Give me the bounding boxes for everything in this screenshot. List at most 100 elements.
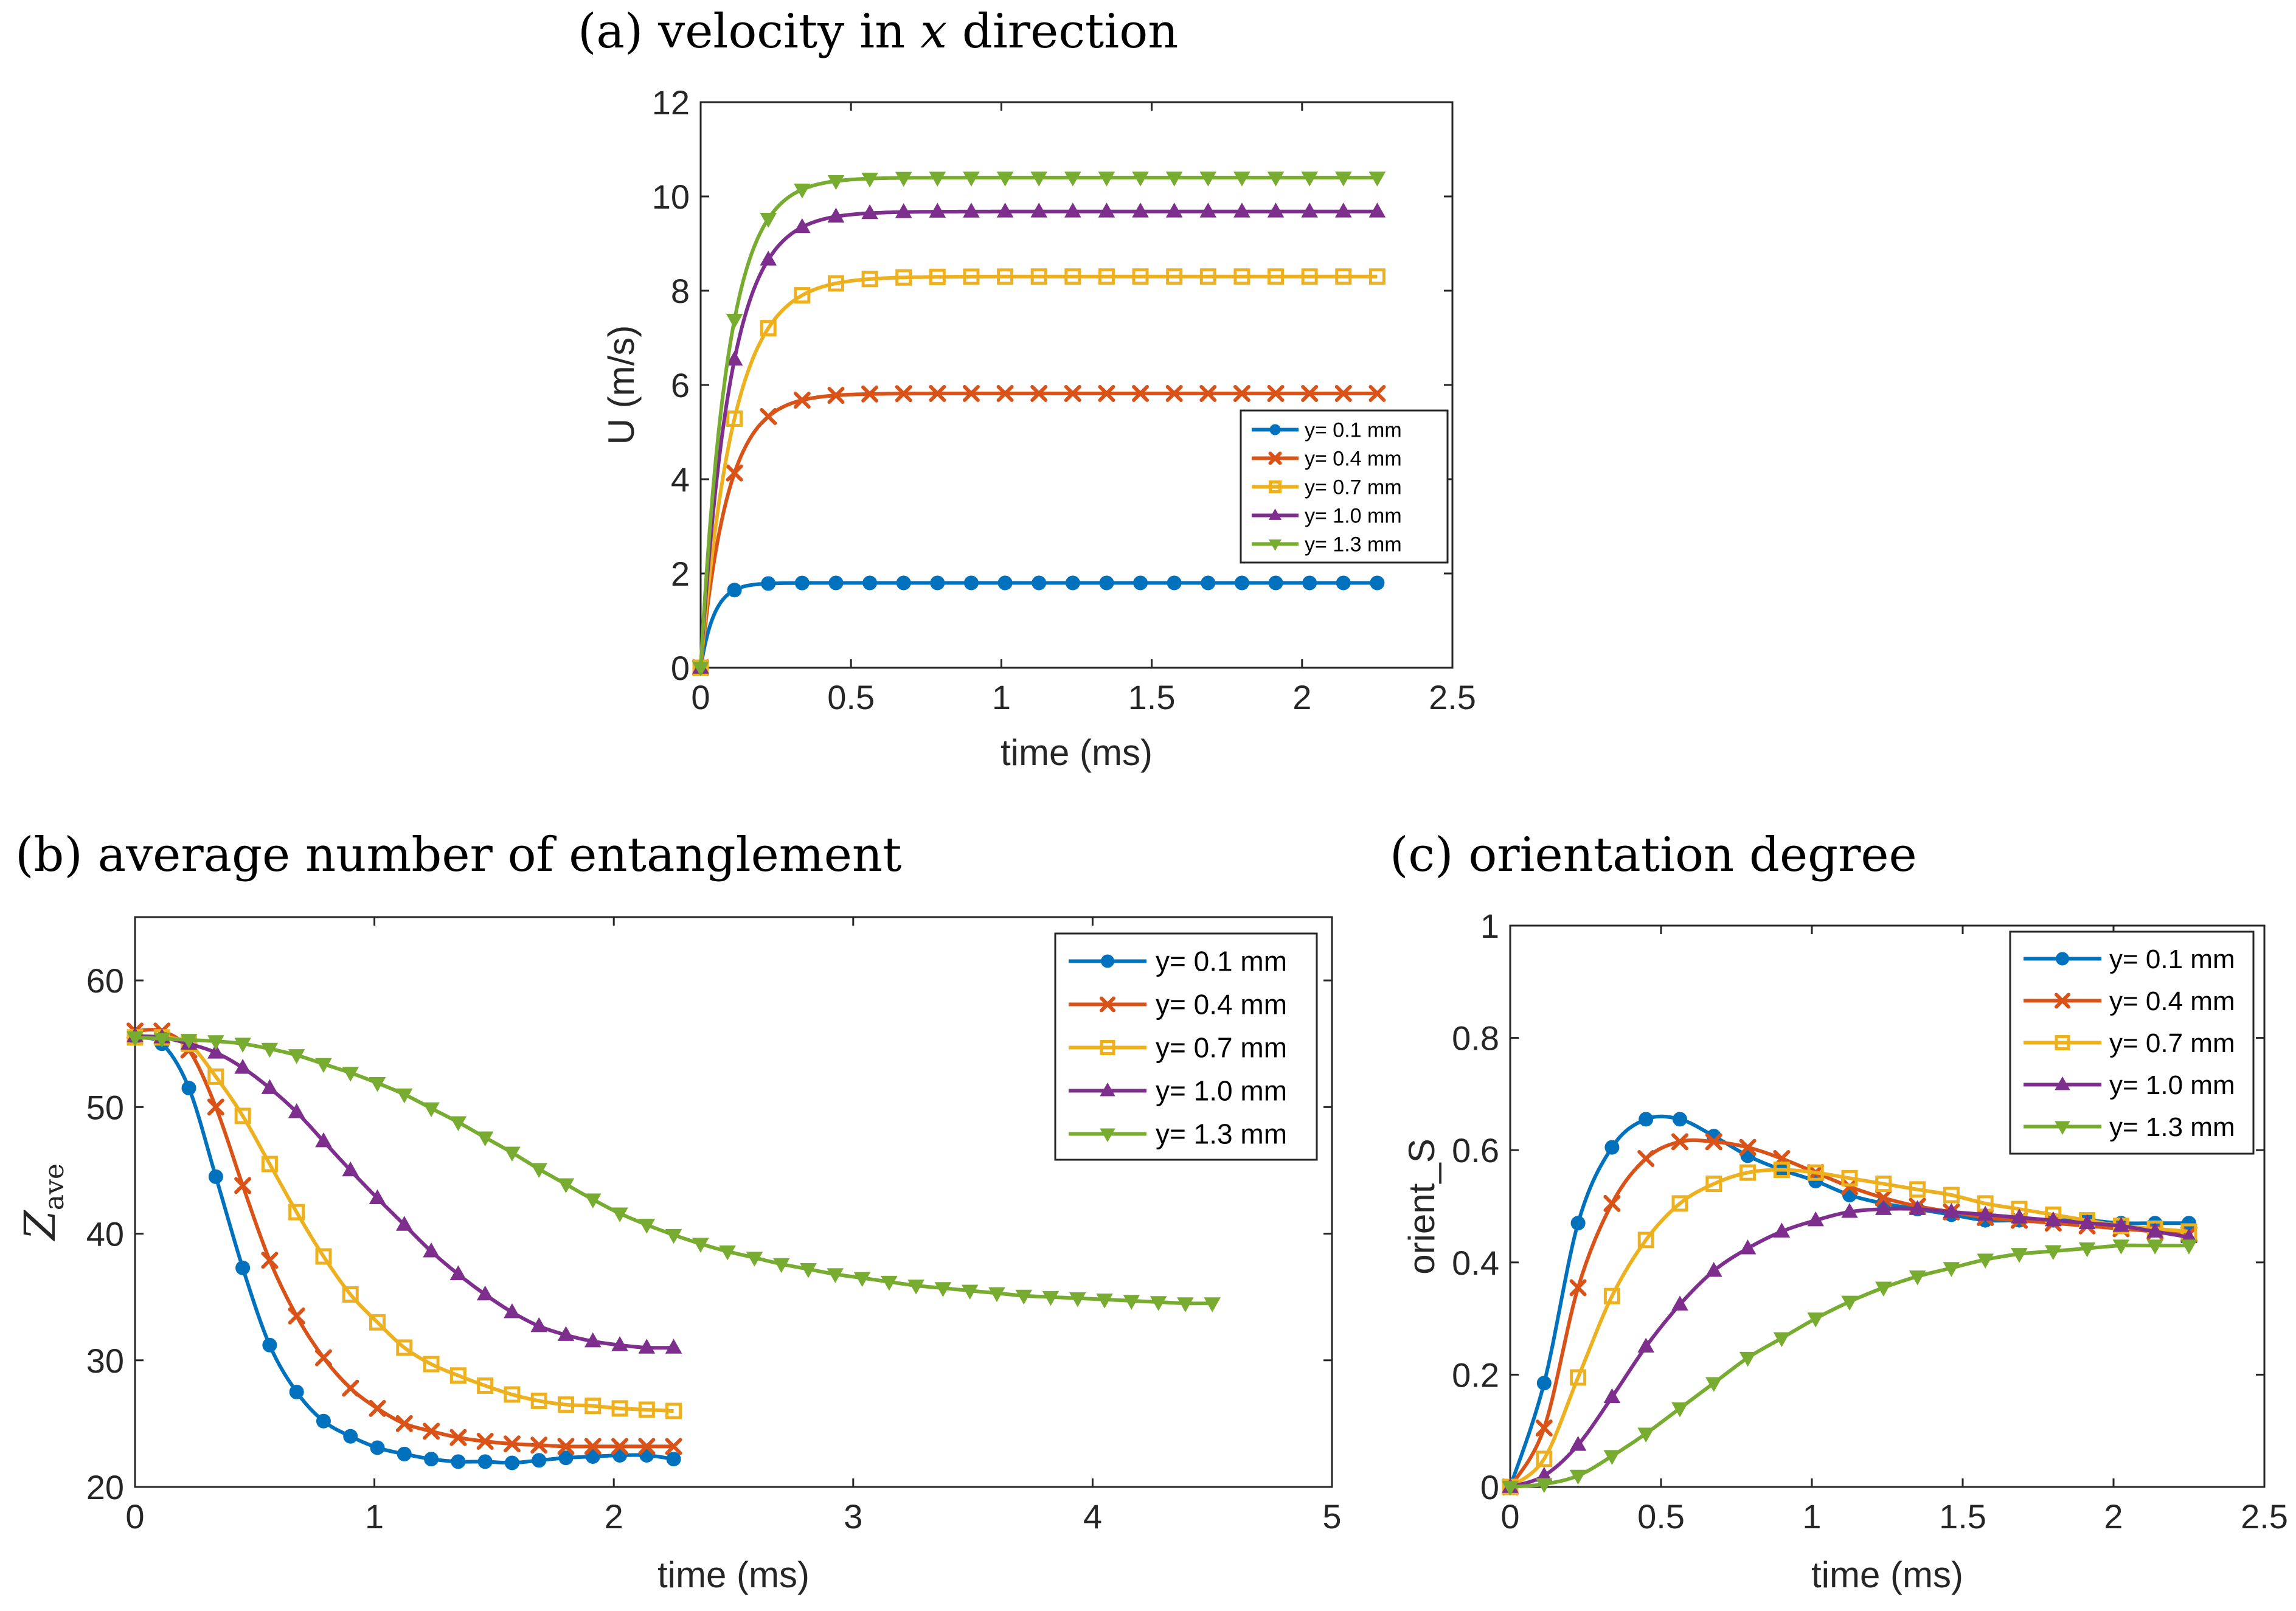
panel-a-data-point — [727, 583, 742, 598]
panel-a-data-point — [1334, 171, 1352, 187]
panel-a-ytick-label: 2 — [671, 555, 690, 593]
panel-b-ytick-label: 30 — [86, 1342, 124, 1380]
panel-b-ylabel: Zave — [15, 1163, 70, 1241]
panel-a-data-point — [827, 275, 844, 292]
panel-b-data-point — [477, 1454, 493, 1469]
panel-b-data-point — [611, 1207, 628, 1222]
panel-c-data-point — [1639, 1112, 1654, 1127]
panel-a-data-point — [760, 407, 777, 425]
panel-a-series-line — [699, 274, 1378, 668]
panel-c-data-point — [1841, 1178, 1858, 1196]
panel-b-legend-label: y= 0.4 mm — [1156, 989, 1287, 1020]
panel-b-data-point — [530, 1436, 548, 1454]
panel-a-series-3 — [692, 268, 1386, 676]
panel-c-data-point — [1637, 1337, 1655, 1353]
panel-c-data-point — [1807, 1211, 1825, 1227]
panel-b-data-point — [208, 1169, 223, 1184]
panel-a-xtick-label: 1.5 — [1128, 678, 1176, 716]
panel-b-legend-entry: y= 0.1 mm — [1069, 946, 1287, 977]
panel-b-data-point — [476, 1433, 494, 1450]
panel-b-data-point — [638, 1339, 656, 1354]
panel-b-data-point — [396, 1339, 413, 1356]
panel-c-ylabel: orient_S — [1401, 1138, 1442, 1274]
panel-b-legend-label: y= 0.7 mm — [1156, 1032, 1287, 1064]
panel-a-data-point — [996, 203, 1014, 218]
panel-a-legend: y= 0.1 mm y= 0.4 mm y= 0.7 mm y= 1.0 mm y= 1… — [1240, 409, 1449, 564]
panel-a-data-point — [963, 575, 979, 591]
panel-a-data-point — [1166, 268, 1183, 285]
panel-a-data-point — [726, 464, 743, 482]
panel-b-data-point — [234, 1177, 252, 1194]
panel-a-axes: 0 0.5 1 1.5 2 2.5 0 2 4 6 8 10 12 — [652, 83, 1476, 716]
panel-b-data-point — [369, 1076, 386, 1092]
panel-a-xlabel: time (ms) — [1001, 732, 1153, 773]
panel-b-data-point — [127, 1031, 144, 1047]
panel-a-data-point — [861, 385, 879, 403]
panel-a-data-point — [1334, 203, 1352, 218]
panel-a-data-point — [1301, 203, 1318, 218]
panel-a-data-point — [1234, 575, 1249, 591]
panel-b-data-point — [530, 1317, 548, 1332]
panel-b-data-point — [665, 1228, 682, 1244]
panel-a-data-point — [1336, 575, 1351, 591]
panel-c-data-point — [1841, 1169, 1858, 1187]
panel-b-data-point — [207, 1098, 224, 1116]
panel-a-data-point — [930, 575, 945, 591]
panel-c-data-point — [1535, 1478, 1553, 1494]
panel-a-data-point — [1132, 203, 1149, 218]
panel-b-data-point — [261, 1079, 279, 1094]
panel-a-data-point — [1030, 268, 1047, 285]
panel-c-data-point — [1739, 1239, 1757, 1255]
panel-a-data-point — [692, 662, 709, 677]
panel-a-data-point — [793, 391, 811, 409]
panel-c-data-point — [2011, 1208, 2028, 1224]
panel-b-data-point — [289, 1384, 304, 1399]
panel-a-data-point — [1302, 575, 1317, 591]
panel-a-data-point — [1368, 384, 1386, 402]
panel-c-data-point — [1637, 1427, 1655, 1443]
panel-c-data-point — [1977, 1205, 1994, 1221]
panel-b-data-point — [746, 1252, 763, 1267]
panel-b-data-point — [934, 1282, 952, 1297]
panel-c-ytick-label: 0.4 — [1452, 1244, 1499, 1282]
panel-c-legend-label: y= 1.0 mm — [2109, 1070, 2235, 1100]
panel-b-data-point — [449, 1116, 467, 1132]
panel-c-xtick-label: 1.5 — [1939, 1497, 1986, 1536]
panel-a-data-point — [794, 575, 810, 591]
panel-c-xtick-label: 0 — [1500, 1497, 1519, 1536]
panel-c-ytick-label: 1 — [1480, 907, 1499, 945]
panel-a-legend-marker — [1268, 508, 1282, 520]
panel-a-data-point — [794, 287, 811, 304]
panel-a-data-point — [827, 387, 845, 404]
panel-a-data-point — [1167, 575, 1182, 591]
panel-b-data-point — [638, 1401, 655, 1418]
panel-a-data-point — [1368, 171, 1386, 187]
panel-b-data-point — [666, 1452, 681, 1467]
panel-b-data-point — [665, 1339, 682, 1354]
panel-a-data-point — [1199, 171, 1217, 187]
panel-a-data-point — [929, 268, 946, 285]
panel-c-orientation: (c) orientation degree 0 0.5 1 1.5 2 2.500.20… — [1390, 828, 2288, 1595]
panel-b-data-point — [369, 1399, 386, 1417]
panel-b-legend-entry: y= 1.0 mm — [1069, 1075, 1287, 1107]
panel-b-legend: y= 0.1 mm y= 0.4 mm y= 0.7 mm y= 1.0 mm y= 1… — [1054, 932, 1318, 1161]
panel-a-xtick-label: 1 — [992, 678, 1011, 716]
panel-c-legend: y= 0.1 mm y= 0.4 mm y= 0.7 mm y= 1.0 mm y= 1… — [2009, 930, 2255, 1155]
panel-c-xtick-label: 2 — [2104, 1497, 2123, 1536]
panel-c-data-point — [1739, 1351, 1757, 1367]
panel-a-data-point — [1165, 203, 1183, 218]
panel-a-data-point — [861, 271, 878, 288]
panel-c-data-point — [1671, 1402, 1688, 1418]
panel-b-legend-entry: y= 1.3 mm — [1069, 1118, 1287, 1150]
panel-b-data-point — [611, 1336, 628, 1351]
panel-a-series-5 — [692, 171, 1386, 677]
panel-b-data-point — [288, 1307, 305, 1325]
panel-c-data-point — [2146, 1239, 2164, 1255]
panel-a-data-point — [1132, 171, 1149, 187]
panel-b-data-point — [181, 1081, 196, 1096]
panel-c-legend-marker — [2055, 1035, 2070, 1050]
panel-b-data-point — [423, 1102, 440, 1118]
panel-b-data-point — [611, 1400, 628, 1417]
panel-c-data-point — [1739, 1138, 1757, 1156]
panel-c-data-point — [1569, 1436, 1587, 1451]
